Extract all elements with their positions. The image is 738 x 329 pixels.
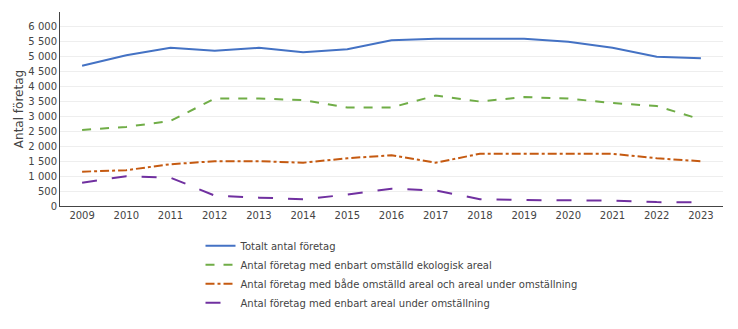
svg-text:2014: 2014: [290, 210, 315, 221]
svg-text:2018: 2018: [467, 210, 492, 221]
svg-text:5 500: 5 500: [28, 36, 57, 47]
svg-text:4 500: 4 500: [28, 66, 57, 77]
svg-text:2020: 2020: [556, 210, 581, 221]
svg-text:2015: 2015: [335, 210, 360, 221]
svg-text:2022: 2022: [644, 210, 669, 221]
svg-text:2016: 2016: [379, 210, 404, 221]
svg-text:2019: 2019: [511, 210, 536, 221]
svg-text:2021: 2021: [600, 210, 625, 221]
svg-text:500: 500: [38, 186, 57, 197]
svg-text:2017: 2017: [423, 210, 448, 221]
svg-text:2009: 2009: [69, 210, 94, 221]
svg-text:2023: 2023: [688, 210, 713, 221]
svg-text:2011: 2011: [158, 210, 183, 221]
svg-text:2 500: 2 500: [28, 126, 57, 137]
svg-text:4 000: 4 000: [28, 81, 57, 92]
svg-text:2 000: 2 000: [28, 141, 57, 152]
svg-text:Antal företag med enbart areal: Antal företag med enbart areal under oms…: [241, 298, 490, 309]
svg-text:Totalt antal företag: Totalt antal företag: [240, 241, 336, 252]
svg-text:1 500: 1 500: [28, 156, 57, 167]
svg-text:3 500: 3 500: [28, 96, 57, 107]
svg-text:0: 0: [51, 201, 57, 212]
svg-text:2010: 2010: [114, 210, 139, 221]
svg-text:2013: 2013: [246, 210, 271, 221]
svg-text:1 000: 1 000: [28, 171, 57, 182]
svg-text:Antal företag med både omställ: Antal företag med både omställd areal oc…: [241, 278, 578, 290]
svg-text:2012: 2012: [202, 210, 227, 221]
svg-text:6 000: 6 000: [28, 21, 57, 32]
svg-text:Antal företag: Antal företag: [12, 70, 26, 148]
svg-text:Antal företag med enbart omstä: Antal företag med enbart omställd ekolog…: [241, 260, 492, 271]
svg-text:5 000: 5 000: [28, 51, 57, 62]
svg-text:3 000: 3 000: [28, 111, 57, 122]
